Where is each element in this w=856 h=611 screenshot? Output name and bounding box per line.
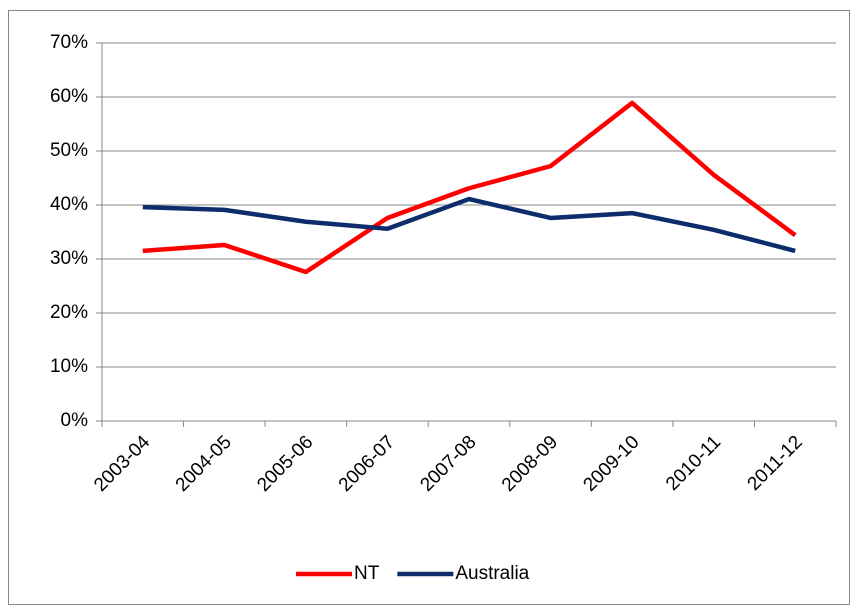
- y-tick-label: 20%: [50, 302, 88, 323]
- y-tick-label: 30%: [50, 248, 88, 269]
- y-tick-label: 50%: [50, 140, 88, 161]
- y-tick-label: 0%: [61, 410, 89, 431]
- y-tick-label: 60%: [50, 86, 88, 107]
- y-tick-label: 40%: [50, 194, 88, 215]
- series-line: [142, 100, 797, 275]
- y-tick-label: 70%: [50, 32, 88, 53]
- legend-label: Australia: [455, 563, 529, 584]
- chart-border: [8, 10, 850, 605]
- series-line: [142, 196, 796, 254]
- legend-label: NT: [354, 563, 380, 584]
- y-tick-label: 10%: [50, 356, 88, 377]
